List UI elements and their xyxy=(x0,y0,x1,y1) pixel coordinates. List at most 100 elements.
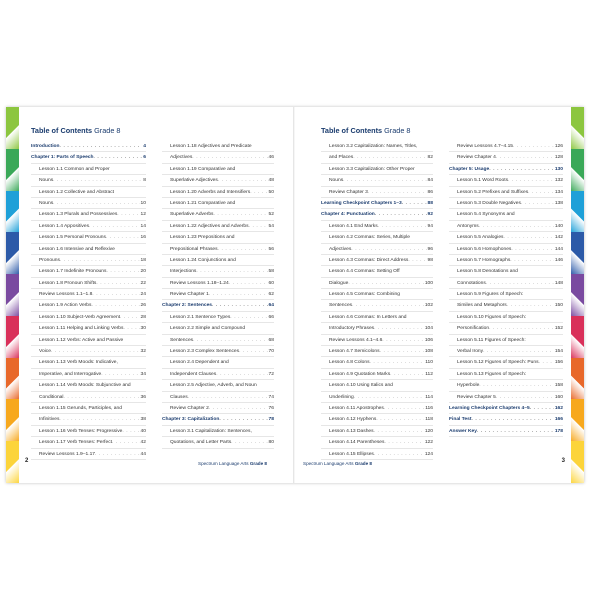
toc-entry: Lesson 4.14 Parentheses 122 xyxy=(321,437,433,449)
toc-entry-text: Superlative Adjectives xyxy=(170,178,218,184)
right-footer: Spectrum Language Arts Grade 8 xyxy=(303,461,372,466)
toc-entry: Lesson 4.2 Commas: Series, Multiple xyxy=(321,232,433,244)
toc-entry-text: Lesson 2.2 Simple and Compound xyxy=(170,326,246,332)
toc-entry-text: Lesson 5.11 Figures of Speech: xyxy=(457,337,526,343)
toc-leader-dots xyxy=(230,312,267,322)
toc-entry: Review Lessons 4.1–4.6 106 xyxy=(321,335,433,347)
stripe-band xyxy=(571,232,584,276)
toc-entry-text: Nouns xyxy=(39,200,54,206)
toc-entry: Lesson 3.1 Capitalization: Sentences, xyxy=(162,426,274,438)
toc-entry-text: Clauses xyxy=(170,394,188,400)
toc-page-number: 68 xyxy=(268,337,274,343)
toc-page-number: 120 xyxy=(424,428,433,434)
toc-entry: Hyperbole 158 xyxy=(449,380,563,392)
right-grade: Grade 8 xyxy=(384,126,411,135)
stripe-band xyxy=(571,357,584,401)
toc-entry-text: Lesson 4.12 Hyphens xyxy=(329,417,377,423)
toc-entry: Pronouns 18 xyxy=(31,255,146,267)
toc-leader-dots xyxy=(91,300,139,310)
toc-leader-dots xyxy=(374,323,424,333)
toc-page-number: 98 xyxy=(427,257,433,263)
stripe-band xyxy=(571,190,584,234)
toc-heading: Chapter 4: Punctuation 92 xyxy=(321,209,433,221)
toc-leader-dots xyxy=(521,198,554,208)
toc-heading: Introduction 4 xyxy=(31,141,146,153)
toc-page-number: 4 xyxy=(143,144,146,149)
right-column-2: Review Lessons 4.7–4.15 126 Review Chapter… xyxy=(449,141,563,438)
stripe-band xyxy=(571,107,584,150)
toc-heading: Answer Key 178 xyxy=(449,426,563,438)
toc-leader-dots xyxy=(376,414,424,424)
toc-entry: Lesson 4.1 End Marks 94 xyxy=(321,221,433,233)
toc-entry-text: Review Chapter 4 xyxy=(457,155,496,161)
toc-entry-text: Lesson 4.7 Semicolons xyxy=(329,349,380,355)
toc-entry-text: Lesson 3.2 Capitalization: Names, Titles… xyxy=(329,144,418,149)
toc-leader-dots xyxy=(212,300,268,310)
toc-page-number: 8 xyxy=(143,178,146,184)
toc-entry-text: Lesson 5.5 Analogies xyxy=(457,235,504,241)
toc-leader-dots xyxy=(96,278,139,288)
toc-entry-text: Lesson 1.12 Verbs: Active and Passive xyxy=(39,337,124,343)
toc-page-number: 150 xyxy=(554,303,563,309)
toc-leader-dots xyxy=(384,437,423,447)
toc-entry: Voice 32 xyxy=(31,346,146,358)
toc-entry: Lesson 1.24 Conjunctions and xyxy=(162,255,274,267)
toc-entry: Verbal Irony 154 xyxy=(449,346,563,358)
toc-entry-text: Lesson 1.21 Comparative and xyxy=(170,200,236,206)
toc-entry-text: Interjections xyxy=(170,269,197,275)
toc-entry-text: Lesson 5.8 Denotations and xyxy=(457,269,518,275)
toc-heading: Chapter 1: Parts of Speech 6 xyxy=(31,152,146,164)
toc-entry: Review Lessons 4.7–4.15 126 xyxy=(449,141,563,153)
toc-page-number: 124 xyxy=(424,451,433,457)
toc-entry-text: Learning Checkpoint Chapters 4–5 xyxy=(449,405,530,411)
toc-entry-text: Lesson 5.3 Double Negatives xyxy=(457,200,521,206)
right-page-number: 3 xyxy=(561,458,565,464)
stripe-band xyxy=(6,190,19,234)
toc-entry: Sentences 68 xyxy=(162,335,274,347)
toc-entry-text: Review Lessons 4.1–4.6 xyxy=(329,337,383,343)
toc-entry-text: Lesson 1.3 Plurals and Possessives xyxy=(39,212,118,218)
toc-entry: Lesson 4.12 Hyphens 118 xyxy=(321,414,433,426)
toc-entry-text: Lesson 5.13 Figures of Speech: xyxy=(457,371,527,377)
toc-entry: Independent Clauses 72 xyxy=(162,369,274,381)
toc-entry-text: Lesson 1.4 Appositives xyxy=(39,223,90,229)
toc-heading: Chapter 3: Capitalization 78 xyxy=(162,414,274,426)
toc-page-number: 178 xyxy=(554,428,563,434)
toc-entry: Lesson 1.6 Intensive and Reflexive xyxy=(31,244,146,255)
toc-entry-text: Review Lessons 1.18–1.24 xyxy=(170,280,229,286)
toc-page-number: 10 xyxy=(140,200,146,206)
toc-entry: Lesson 1.20 Adverbs and Intensifiers 50 xyxy=(162,187,274,198)
toc-entry-text: Lesson 4.1 End Marks xyxy=(329,223,378,229)
toc-page-number: 162 xyxy=(554,405,563,411)
toc-entry: Lesson 4.6 Commas: In Letters and xyxy=(321,312,433,324)
toc-entry: Lesson 1.10 Subject-Verb Agreement 28 xyxy=(31,312,146,324)
toc-page-number: 72 xyxy=(268,371,274,377)
toc-entry: Lesson 5.13 Figures of Speech: xyxy=(449,369,563,381)
toc-leader-dots xyxy=(486,278,554,288)
toc-page-number: 88 xyxy=(427,200,433,206)
toc-leader-dots xyxy=(510,255,554,265)
toc-leader-dots xyxy=(112,437,140,447)
toc-leader-dots xyxy=(507,300,554,310)
toc-leader-dots xyxy=(343,175,426,185)
toc-leader-dots xyxy=(59,414,139,424)
toc-entry: Personification 152 xyxy=(449,323,563,335)
toc-entry-text: Lesson 4.2 Commas: Series, Multiple xyxy=(329,235,411,241)
toc-entry: Superlative Adverbs 52 xyxy=(162,209,274,221)
toc-leader-dots xyxy=(249,221,268,231)
toc-page-number: 64 xyxy=(268,303,274,309)
stripe-band xyxy=(571,274,584,317)
toc-entry: Lesson 4.11 Apostrophes 116 xyxy=(321,403,433,415)
toc-page-number: 130 xyxy=(554,166,563,172)
toc-entry: Lesson 5.7 Homographs 146 xyxy=(449,255,563,267)
toc-entry-text: Antonyms xyxy=(457,223,479,229)
toc-entry: Nouns 84 xyxy=(321,175,433,187)
toc-leader-dots xyxy=(479,221,554,231)
stripe-band xyxy=(6,399,19,443)
toc-entry: Review Lessons 1.18–1.24 60 xyxy=(162,278,274,290)
toc-page-number: 82 xyxy=(427,155,433,161)
toc-entry-text: Lesson 5.7 Homographs xyxy=(457,257,511,263)
toc-entry-text: Lesson 1.7 Indefinite Pronouns xyxy=(39,269,107,275)
toc-entry-text: Infinitives xyxy=(39,417,60,423)
toc-entry-text: Lesson 1.14 Verb Moods: Subjunctive and xyxy=(39,383,131,389)
